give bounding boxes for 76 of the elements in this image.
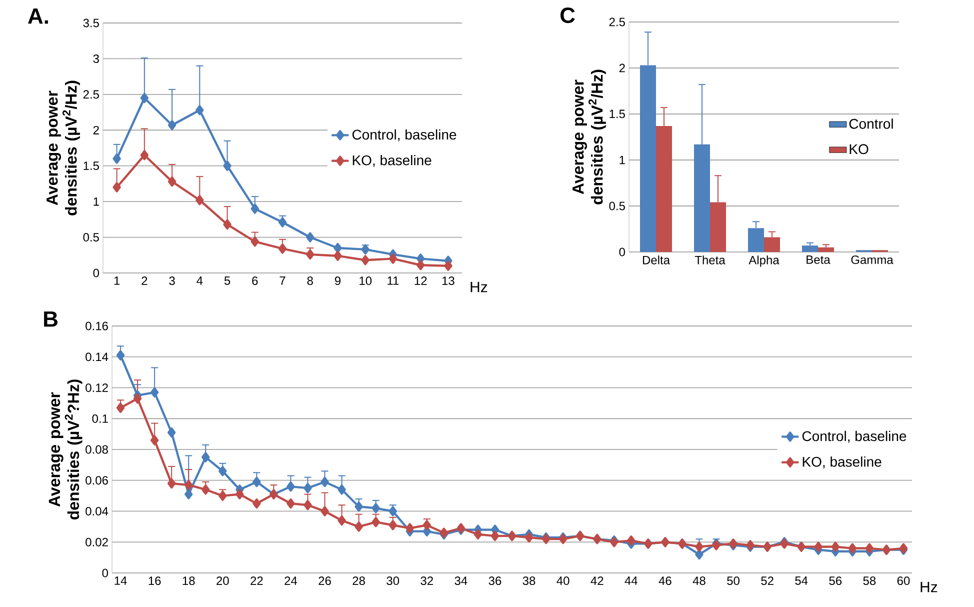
y-tick-label: 1 (620, 156, 625, 164)
x-tick-label: 40 (556, 576, 570, 586)
legend-label: KO, baseline (802, 456, 882, 468)
x-tick-label: 30 (386, 576, 400, 586)
x-tick-label: 28 (352, 576, 365, 586)
y-tick-label: 2.5 (609, 18, 625, 26)
y-tick-label: 0.5 (83, 233, 99, 242)
x-tick-label: 4 (196, 276, 203, 285)
legend-label: Control (849, 118, 893, 129)
chart-title: C (560, 8, 575, 24)
legend-label: Control, baseline (802, 430, 906, 443)
chart-title: B (44, 312, 58, 327)
y-tick-label: 0.02 (86, 538, 108, 546)
x-tick-label: 7 (280, 276, 286, 285)
x-tick-label: Alpha (748, 256, 780, 267)
x-tick-label: 22 (250, 576, 263, 585)
x-tick-label: 2 (142, 276, 148, 285)
y-tick-label: 1.5 (610, 110, 625, 118)
x-tick-label: 8 (307, 276, 313, 286)
x-tick-label: 12 (414, 276, 427, 285)
x-tick-label: 24 (284, 576, 298, 585)
x-tick-label: 14 (114, 576, 127, 585)
x-tick-label: 36 (488, 576, 502, 586)
x-tick-label: 3 (169, 276, 175, 286)
x-tick-label: 16 (148, 576, 161, 586)
x-tick-label: Beta (806, 256, 830, 264)
x-tick-label: 32 (420, 576, 433, 586)
x-tick-label: 54 (795, 576, 808, 585)
x-tick-label: 58 (863, 576, 876, 586)
legend-label: KO, baseline (352, 154, 432, 167)
x-axis-title: Hz (470, 282, 488, 292)
y-tick-label: 0.04 (86, 506, 108, 516)
x-tick-label: 5 (224, 276, 230, 285)
y-tick-label: 2 (93, 126, 99, 134)
x-tick-label: 26 (318, 576, 331, 586)
y-tick-label: 1 (94, 197, 99, 206)
x-tick-label: Delta (642, 256, 670, 264)
y-tick-label: 2 (619, 64, 625, 72)
x-tick-label: 42 (590, 576, 604, 585)
x-tick-label: 20 (216, 576, 229, 586)
x-tick-label: 34 (454, 576, 468, 586)
y-tick-label: 0 (102, 568, 108, 578)
x-tick-label: Gamma (851, 256, 894, 264)
y-tick-label: 0.1 (92, 414, 108, 423)
x-tick-label: 38 (522, 576, 536, 586)
y-tick-label: 3.5 (83, 18, 99, 28)
x-tick-label: 60 (897, 576, 910, 586)
y-tick-label: 0.5 (609, 202, 625, 210)
y-tick-label: 3 (93, 54, 99, 63)
x-axis-title: Hz (920, 582, 938, 592)
x-tick-label: Theta (694, 256, 726, 264)
x-tick-label: 18 (182, 576, 195, 586)
x-tick-label: 56 (829, 576, 842, 586)
x-tick-label: 13 (442, 276, 454, 286)
legend-label: KO (850, 144, 868, 154)
x-tick-label: 44 (624, 576, 638, 585)
y-tick-label: 0.14 (86, 352, 108, 362)
y-tick-label: 0.12 (86, 383, 108, 392)
y-tick-label: 0.06 (86, 476, 108, 485)
x-tick-label: 10 (360, 276, 372, 286)
x-tick-label: 9 (334, 276, 340, 286)
y-tick-label: 0.08 (86, 445, 108, 454)
legend-label: Control, baseline (352, 129, 456, 142)
y-tick-label: 2.5 (83, 90, 99, 99)
y-tick-label: 1.5 (84, 162, 99, 170)
chart-title: A. (28, 8, 48, 24)
x-tick-label: 46 (658, 576, 672, 586)
y-tick-label: 0 (93, 268, 100, 278)
x-tick-label: 6 (252, 276, 258, 286)
x-tick-label: 1 (114, 276, 120, 285)
x-tick-label: 11 (388, 276, 399, 285)
x-tick-label: 52 (761, 576, 774, 586)
y-tick-label: 0 (619, 248, 626, 256)
x-tick-label: 50 (727, 576, 740, 586)
y-tick-label: 0.16 (86, 322, 108, 330)
x-tick-label: 48 (692, 576, 706, 586)
